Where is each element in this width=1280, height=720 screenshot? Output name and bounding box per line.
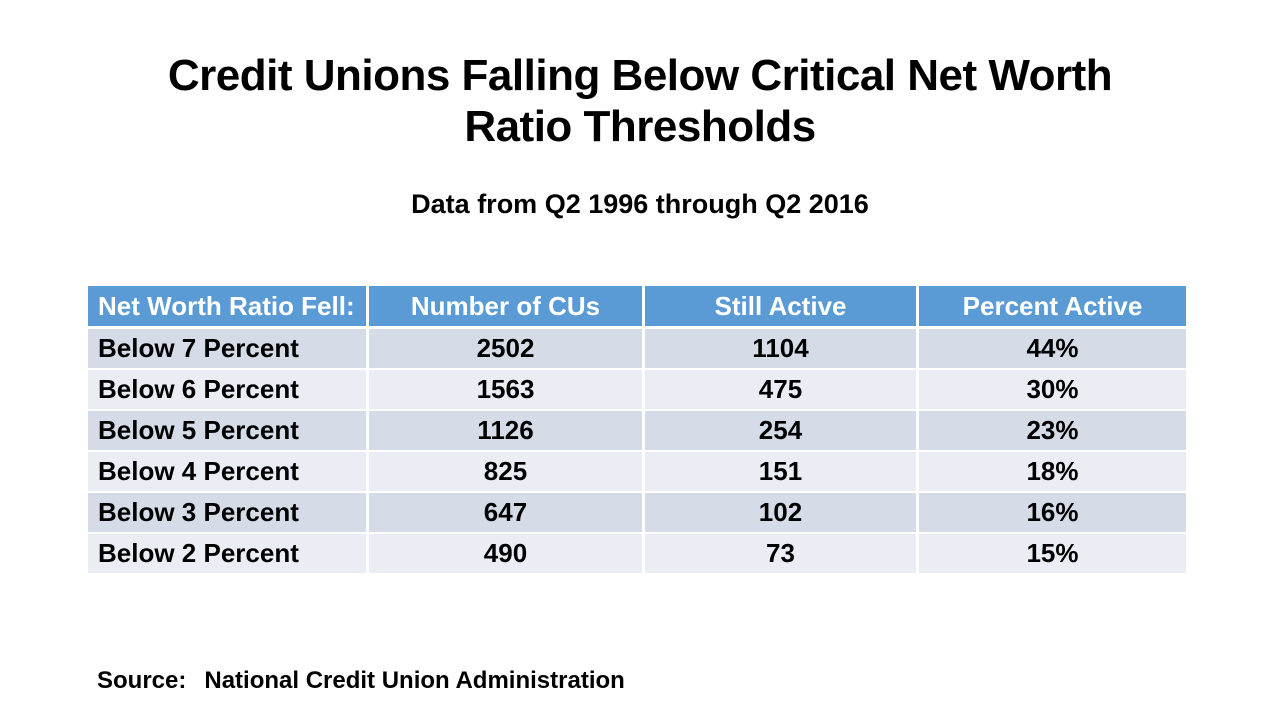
page-title-line1: Credit Unions Falling Below Critical Net…	[167, 51, 1113, 100]
value-cell: 30%	[919, 370, 1186, 411]
value-cell: 1563	[369, 370, 645, 411]
table-row: Below 3 Percent 647 102 16%	[88, 493, 1186, 534]
value-cell: 1126	[369, 411, 645, 452]
value-cell: 647	[369, 493, 645, 534]
value-cell: 16%	[919, 493, 1186, 534]
value-cell: 2502	[369, 329, 645, 370]
value-cell: 151	[645, 452, 919, 493]
value-cell: 254	[645, 411, 919, 452]
value-cell: 825	[369, 452, 645, 493]
table-header-row: Net Worth Ratio Fell: Number of CUs Stil…	[88, 286, 1186, 329]
value-cell: 23%	[919, 411, 1186, 452]
row-label-cell: Below 6 Percent	[88, 370, 369, 411]
page-title-line2: Ratio Thresholds	[464, 102, 816, 151]
source-value: National Credit Union Administration	[204, 667, 625, 694]
row-label-cell: Below 3 Percent	[88, 493, 369, 534]
value-cell: 490	[369, 534, 645, 575]
header-still-active: Still Active	[645, 286, 919, 329]
source-label: Source:	[97, 667, 187, 694]
row-label-cell: Below 4 Percent	[88, 452, 369, 493]
row-label-cell: Below 2 Percent	[88, 534, 369, 575]
page-title: Credit Unions Falling Below Critical Net…	[0, 50, 1280, 152]
value-cell: 475	[645, 370, 919, 411]
table-row: Below 7 Percent 2502 1104 44%	[88, 329, 1186, 370]
table-row: Below 6 Percent 1563 475 30%	[88, 370, 1186, 411]
header-number-of-cus: Number of CUs	[369, 286, 645, 329]
subtitle: Data from Q2 1996 through Q2 2016	[411, 189, 869, 219]
table-row: Below 2 Percent 490 73 15%	[88, 534, 1186, 575]
value-cell: 44%	[919, 329, 1186, 370]
source-line: Source: National Credit Union Administrat…	[97, 667, 625, 695]
row-label-cell: Below 5 Percent	[88, 411, 369, 452]
row-label-cell: Below 7 Percent	[88, 329, 369, 370]
net-worth-table: Net Worth Ratio Fell: Number of CUs Stil…	[88, 286, 1186, 575]
value-cell: 1104	[645, 329, 919, 370]
header-net-worth-ratio-fell: Net Worth Ratio Fell:	[88, 286, 369, 329]
table-row: Below 4 Percent 825 151 18%	[88, 452, 1186, 493]
value-cell: 102	[645, 493, 919, 534]
header-percent-active: Percent Active	[919, 286, 1186, 329]
value-cell: 18%	[919, 452, 1186, 493]
value-cell: 15%	[919, 534, 1186, 575]
value-cell: 73	[645, 534, 919, 575]
table-row: Below 5 Percent 1126 254 23%	[88, 411, 1186, 452]
